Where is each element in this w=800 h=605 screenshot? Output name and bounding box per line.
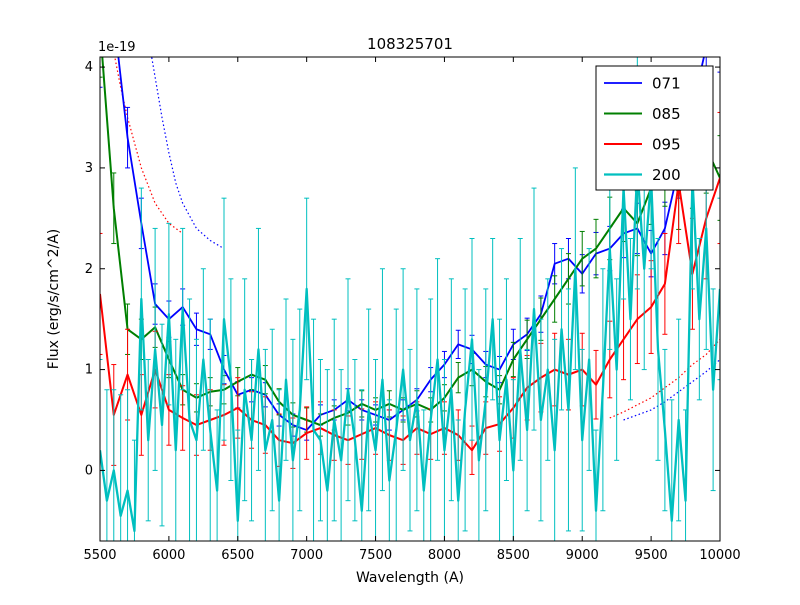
y-tick-label: 4 [85, 60, 93, 75]
blue-dotted-right [623, 359, 720, 421]
x-tick-label: 9000 [566, 548, 599, 563]
legend-label: 200 [652, 166, 681, 184]
legend-box [595, 65, 714, 191]
x-tick-label: 9500 [635, 548, 668, 563]
x-tick-label: 7000 [290, 548, 323, 563]
x-tick-label: 6000 [152, 548, 185, 563]
tick-labels: 5500 6000 6500 7000 7500 8000 8500 9000 9500 1000… [83, 60, 740, 563]
chart-title: 108325701 [367, 35, 453, 53]
y-tick-label: 1 [85, 363, 93, 378]
x-tick-label: 5500 [83, 548, 116, 563]
axis-ticks [99, 57, 721, 541]
x-tick-label: 10000 [699, 548, 740, 563]
y-tick-label: 2 [85, 262, 93, 277]
x-tick-label: 6500 [221, 548, 254, 563]
legend: 071 085 095 200 [595, 65, 714, 191]
y-axis-label: Flux (erg/s/cm^2/A) [46, 229, 62, 369]
plot-area [100, 57, 720, 541]
x-axis-label: Wavelength (A) [356, 570, 464, 586]
y-tick-label: 0 [85, 463, 93, 478]
series-200 [100, 57, 720, 541]
x-tick-label: 7500 [359, 548, 392, 563]
x-tick-label: 8500 [497, 548, 530, 563]
y-tick-label: 3 [85, 161, 93, 176]
y-axis-offset-label: 1e-19 [98, 40, 136, 55]
axes-border [99, 56, 721, 542]
blue-dotted-left [151, 57, 225, 250]
legend-label: 085 [652, 105, 681, 123]
red-dotted-right [609, 338, 720, 419]
legend-label: 071 [652, 75, 681, 93]
x-tick-label: 8000 [428, 548, 461, 563]
legend-label: 095 [652, 136, 681, 154]
